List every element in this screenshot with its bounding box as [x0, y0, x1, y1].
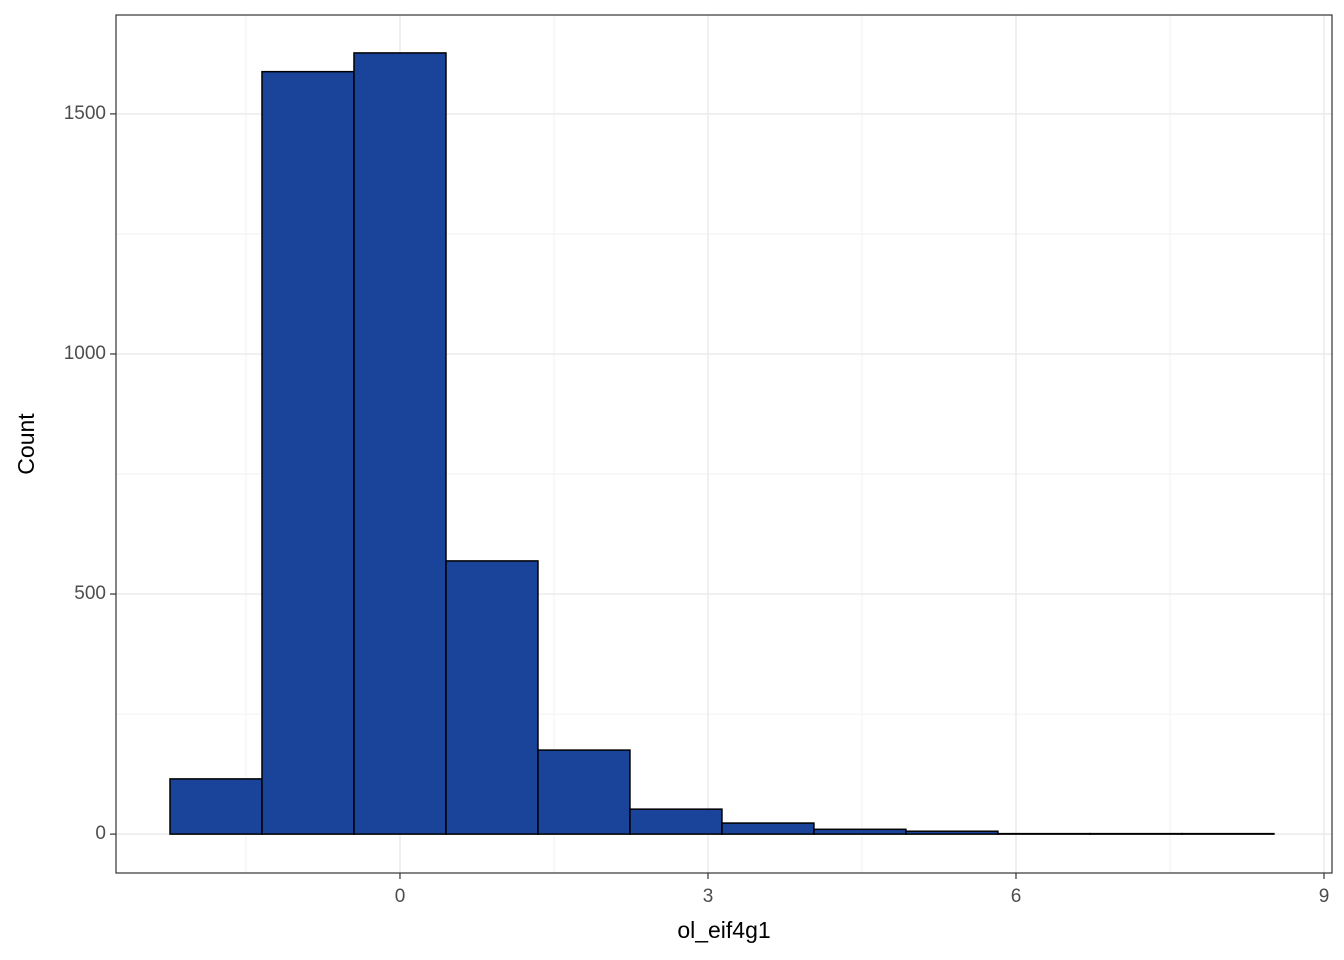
y-tick-label: 500 [74, 583, 106, 604]
x-tick-label: 6 [1011, 886, 1022, 907]
y-tick-label: 1500 [64, 103, 106, 124]
y-tick-label: 0 [95, 823, 106, 844]
x-tick-label: 3 [703, 886, 714, 907]
panel-border [115, 14, 1333, 874]
x-axis-title: ol_eif4g1 [677, 917, 770, 943]
bar [353, 52, 447, 835]
axes: 0 500 1000 1500 0 3 6 9 [64, 103, 1330, 907]
bar [813, 828, 907, 835]
x-tick-label: 0 [395, 886, 406, 907]
bar [169, 778, 263, 835]
bar [629, 808, 723, 835]
bar [445, 560, 539, 835]
x-tick-label: 9 [1319, 886, 1330, 907]
bar [261, 70, 355, 835]
bars [169, 52, 1275, 835]
bar [905, 830, 999, 835]
bar [721, 822, 815, 835]
bar [537, 749, 631, 835]
y-tick-label: 1000 [64, 343, 106, 364]
y-axis-title: Count [13, 413, 39, 475]
